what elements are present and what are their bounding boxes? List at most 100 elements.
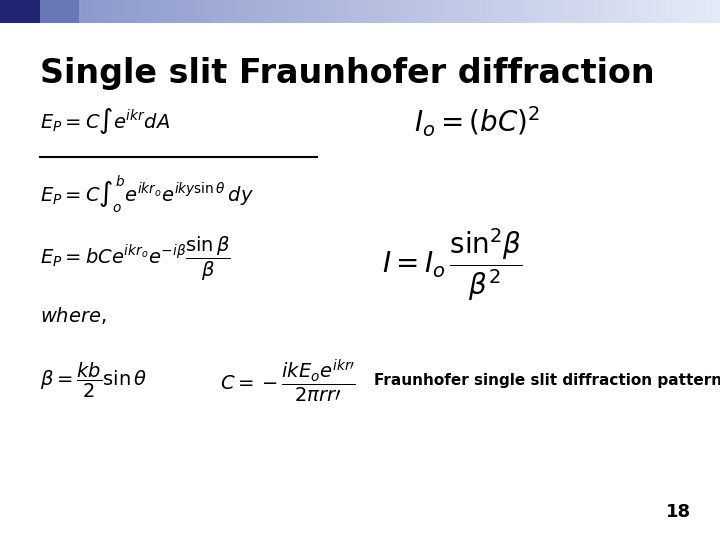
- Bar: [112, 0, 115, 23]
- Bar: [83, 0, 86, 23]
- Bar: [497, 0, 500, 23]
- Bar: [155, 0, 158, 23]
- Bar: [612, 0, 616, 23]
- Bar: [295, 0, 299, 23]
- Bar: [313, 0, 317, 23]
- Bar: [374, 0, 378, 23]
- Text: 18: 18: [666, 503, 691, 521]
- Bar: [508, 0, 511, 23]
- Bar: [428, 0, 432, 23]
- Bar: [328, 0, 331, 23]
- Bar: [648, 0, 652, 23]
- Bar: [554, 0, 558, 23]
- Text: $E_P = C\int_o^b e^{ikr_o} e^{iky\sin\theta}\,dy$: $E_P = C\int_o^b e^{ikr_o} e^{iky\sin\th…: [40, 174, 253, 215]
- Bar: [353, 0, 356, 23]
- Text: $\beta = \dfrac{kb}{2}\sin\theta$: $\beta = \dfrac{kb}{2}\sin\theta$: [40, 361, 147, 400]
- Bar: [450, 0, 454, 23]
- Bar: [205, 0, 209, 23]
- Bar: [270, 0, 274, 23]
- Bar: [709, 0, 713, 23]
- Bar: [367, 0, 371, 23]
- Bar: [360, 0, 364, 23]
- Bar: [518, 0, 522, 23]
- Bar: [410, 0, 414, 23]
- Bar: [364, 0, 367, 23]
- Bar: [515, 0, 518, 23]
- Bar: [122, 0, 126, 23]
- Bar: [212, 0, 216, 23]
- Bar: [306, 0, 310, 23]
- Bar: [493, 0, 497, 23]
- Bar: [284, 0, 288, 23]
- Bar: [223, 0, 227, 23]
- Bar: [702, 0, 706, 23]
- Bar: [252, 0, 256, 23]
- Bar: [626, 0, 630, 23]
- Bar: [637, 0, 641, 23]
- Bar: [371, 0, 374, 23]
- Bar: [209, 0, 212, 23]
- Bar: [486, 0, 490, 23]
- Bar: [698, 0, 702, 23]
- Bar: [144, 0, 148, 23]
- Bar: [220, 0, 223, 23]
- Bar: [587, 0, 590, 23]
- Bar: [18, 0, 22, 23]
- Bar: [166, 0, 169, 23]
- Bar: [29, 0, 32, 23]
- Bar: [68, 0, 72, 23]
- Bar: [436, 0, 439, 23]
- Bar: [572, 0, 576, 23]
- Bar: [342, 0, 346, 23]
- Bar: [529, 0, 533, 23]
- Bar: [418, 0, 421, 23]
- Bar: [706, 0, 709, 23]
- Bar: [356, 0, 360, 23]
- Bar: [526, 0, 529, 23]
- Bar: [0, 0, 4, 23]
- Bar: [234, 0, 238, 23]
- Bar: [652, 0, 655, 23]
- Bar: [169, 0, 173, 23]
- Bar: [421, 0, 425, 23]
- Bar: [680, 0, 684, 23]
- Bar: [338, 0, 342, 23]
- Bar: [216, 0, 220, 23]
- Bar: [569, 0, 572, 23]
- Bar: [97, 0, 101, 23]
- Bar: [500, 0, 504, 23]
- Bar: [50, 0, 54, 23]
- Bar: [40, 0, 43, 23]
- Text: $\mathit{where,}$: $\mathit{where,}$: [40, 306, 106, 326]
- Bar: [266, 0, 270, 23]
- Bar: [576, 0, 580, 23]
- Bar: [630, 0, 634, 23]
- Bar: [194, 0, 198, 23]
- Text: Single slit Fraunhofer diffraction: Single slit Fraunhofer diffraction: [40, 57, 654, 90]
- Bar: [608, 0, 612, 23]
- Bar: [58, 0, 61, 23]
- Bar: [180, 0, 184, 23]
- Bar: [299, 0, 302, 23]
- Bar: [641, 0, 644, 23]
- Bar: [65, 0, 68, 23]
- Bar: [468, 0, 472, 23]
- Bar: [644, 0, 648, 23]
- Bar: [594, 0, 598, 23]
- Bar: [47, 0, 50, 23]
- Bar: [446, 0, 450, 23]
- Bar: [403, 0, 407, 23]
- Bar: [14, 0, 18, 23]
- Bar: [400, 0, 403, 23]
- Bar: [54, 0, 58, 23]
- Bar: [536, 0, 540, 23]
- Bar: [133, 0, 137, 23]
- Bar: [151, 0, 155, 23]
- Bar: [324, 0, 328, 23]
- Bar: [425, 0, 428, 23]
- Bar: [274, 0, 277, 23]
- Bar: [302, 0, 306, 23]
- Bar: [407, 0, 410, 23]
- Bar: [461, 0, 464, 23]
- Bar: [158, 0, 162, 23]
